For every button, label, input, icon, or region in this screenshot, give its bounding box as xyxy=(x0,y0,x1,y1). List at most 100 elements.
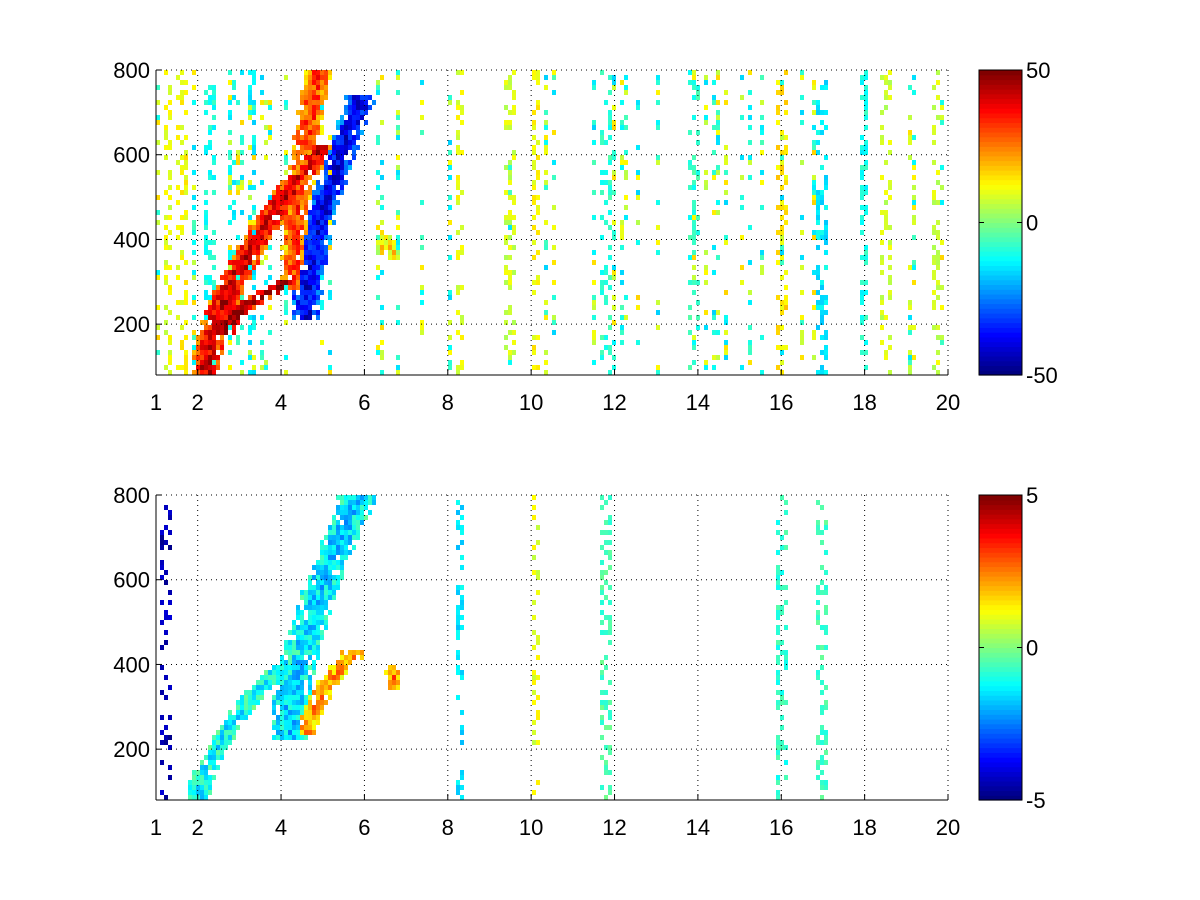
heatmap-cell xyxy=(232,725,236,730)
heatmap-cell xyxy=(328,245,332,250)
heatmap-cell xyxy=(508,165,512,170)
heatmap-cell xyxy=(332,155,336,160)
heatmap-cell xyxy=(776,700,780,705)
heatmap-cell xyxy=(212,765,216,770)
heatmap-cell xyxy=(240,280,244,285)
heatmap-cell xyxy=(780,165,784,170)
heatmap-cell xyxy=(312,170,316,175)
heatmap-cell xyxy=(300,685,304,690)
heatmap-cell xyxy=(208,250,212,255)
heatmap-cell xyxy=(272,285,276,290)
heatmap-cell xyxy=(332,595,336,600)
heatmap-cell xyxy=(280,725,284,730)
heatmap-cell xyxy=(236,150,240,155)
heatmap-cell xyxy=(296,180,300,185)
heatmap-cell xyxy=(784,665,788,670)
heatmap-cell xyxy=(296,285,300,290)
heatmap-cell xyxy=(340,655,344,660)
heatmap-cell xyxy=(888,85,892,90)
heatmap-cell xyxy=(232,215,236,220)
heatmap-cell xyxy=(776,745,780,750)
heatmap-cell xyxy=(456,670,460,675)
heatmap-cell xyxy=(160,790,164,795)
heatmap-cell xyxy=(292,170,296,175)
heatmap-cell xyxy=(608,210,612,215)
heatmap-cell xyxy=(228,730,232,735)
heatmap-cell xyxy=(388,255,392,260)
heatmap-cell xyxy=(212,740,216,745)
heatmap-cell xyxy=(164,675,168,680)
heatmap-cell xyxy=(304,590,308,595)
heatmap-cell xyxy=(212,735,216,740)
heatmap-cell xyxy=(160,600,164,605)
heatmap-cell xyxy=(776,260,780,265)
heatmap-cell xyxy=(940,255,944,260)
heatmap-cell xyxy=(696,95,700,100)
heatmap-cell xyxy=(280,220,284,225)
heatmap-cell xyxy=(420,100,424,105)
heatmap-cell xyxy=(604,270,608,275)
heatmap-cell xyxy=(320,690,324,695)
heatmap-cell xyxy=(316,85,320,90)
heatmap-cell xyxy=(212,750,216,755)
heatmap-cell xyxy=(600,735,604,740)
heatmap-cell xyxy=(460,540,464,545)
heatmap-cell xyxy=(776,570,780,575)
heatmap-cell xyxy=(344,555,348,560)
heatmap-cell xyxy=(376,245,380,250)
heatmap-cell xyxy=(604,550,608,555)
y-tick-label: 200 xyxy=(113,737,150,762)
heatmap-cell xyxy=(460,725,464,730)
heatmap-cell xyxy=(600,610,604,615)
heatmap-cell xyxy=(536,575,540,580)
heatmap-cell xyxy=(268,225,272,230)
heatmap-cell xyxy=(288,195,292,200)
heatmap-cell xyxy=(316,590,320,595)
heatmap-cell xyxy=(296,670,300,675)
heatmap-cell xyxy=(304,85,308,90)
heatmap-cell xyxy=(456,255,460,260)
heatmap-cell xyxy=(264,205,268,210)
heatmap-cell xyxy=(308,225,312,230)
heatmap-cell xyxy=(352,510,356,515)
heatmap-cell xyxy=(932,230,936,235)
heatmap-cell xyxy=(508,235,512,240)
colorbar-swatch xyxy=(979,246,1022,252)
heatmap-cell xyxy=(776,520,780,525)
heatmap-cell xyxy=(320,115,324,120)
heatmap-cell xyxy=(812,100,816,105)
heatmap-cell xyxy=(232,270,236,275)
heatmap-cell xyxy=(188,790,192,795)
heatmap-cell xyxy=(248,305,252,310)
heatmap-cell xyxy=(600,660,604,665)
heatmap-cell xyxy=(456,365,460,370)
heatmap-cell xyxy=(392,685,396,690)
heatmap-cell xyxy=(292,300,296,305)
heatmap-cell xyxy=(284,205,288,210)
heatmap-cell xyxy=(264,125,268,130)
heatmap-cell xyxy=(504,85,508,90)
heatmap-cell xyxy=(204,325,208,330)
heatmap-cell xyxy=(508,125,512,130)
heatmap-cell xyxy=(536,335,540,340)
heatmap-cell xyxy=(296,245,300,250)
heatmap-cell xyxy=(340,500,344,505)
heatmap-cell xyxy=(780,160,784,165)
heatmap-cell xyxy=(780,260,784,265)
heatmap-cell xyxy=(456,200,460,205)
heatmap-cell xyxy=(536,590,540,595)
heatmap-cell xyxy=(324,250,328,255)
heatmap-cell xyxy=(636,100,640,105)
heatmap-cell xyxy=(936,255,940,260)
heatmap-cell xyxy=(272,190,276,195)
heatmap-cell xyxy=(240,695,244,700)
heatmap-cell xyxy=(164,580,168,585)
heatmap-cell xyxy=(304,165,308,170)
heatmap-cell xyxy=(304,250,308,255)
heatmap-cell xyxy=(508,80,512,85)
heatmap-cell xyxy=(252,225,256,230)
heatmap-cell xyxy=(604,690,608,695)
heatmap-cell xyxy=(212,290,216,295)
heatmap-cell xyxy=(164,610,168,615)
heatmap-cell xyxy=(192,250,196,255)
